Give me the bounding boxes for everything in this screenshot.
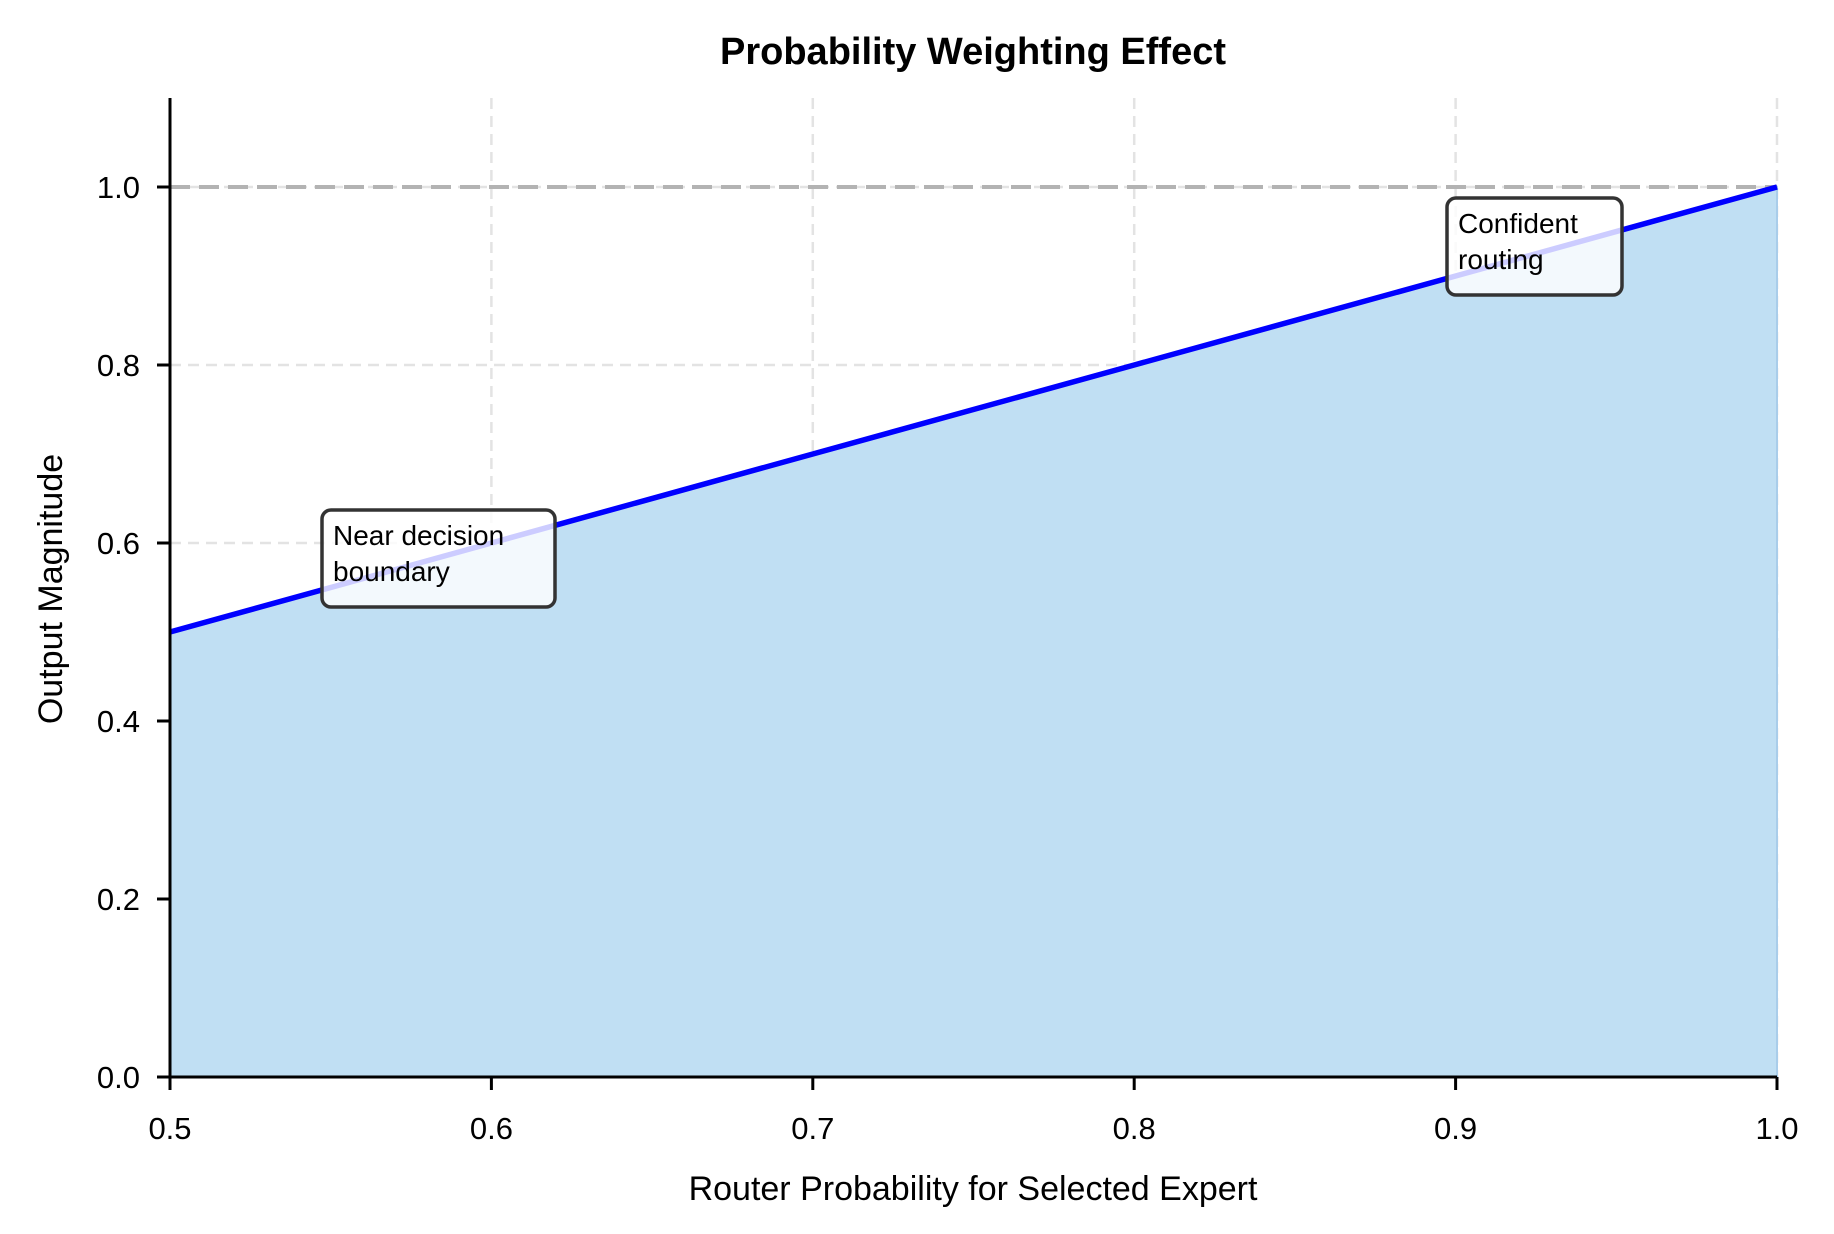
- y-tick-label: 0.0: [97, 1060, 140, 1095]
- y-tick-label: 0.6: [97, 526, 140, 561]
- x-tick-label: 0.9: [1434, 1111, 1477, 1146]
- annotations: Near decision boundary Confident routing: [320, 196, 1624, 609]
- area-fill-polygon: [169, 185, 1778, 1078]
- x-axis-label: Router Probability for Selected Expert: [689, 1170, 1258, 1208]
- area-fill: [169, 185, 1778, 1078]
- annotation-box: Confident routing: [1445, 196, 1624, 297]
- y-axis-label: Output Magnitude: [32, 454, 70, 724]
- annotation-box: Near decision boundary: [320, 508, 557, 609]
- x-tick-label: 0.6: [470, 1111, 513, 1146]
- annotation-text: routing: [1458, 244, 1544, 275]
- x-tick-label: 0.7: [791, 1111, 834, 1146]
- y-axis-ticks: 0.0 0.2 0.4 0.6 0.8 1.0: [97, 170, 170, 1095]
- chart-title: Probability Weighting Effect: [720, 31, 1226, 73]
- y-tick-label: 0.2: [97, 882, 140, 917]
- x-axis-ticks: 0.5 0.6 0.7 0.8 0.9 1.0: [148, 1077, 1799, 1146]
- x-tick-label: 1.0: [1755, 1111, 1798, 1146]
- annotation-text: Confident: [1458, 208, 1578, 239]
- annotation-text: Near decision: [333, 520, 504, 551]
- annotation-text: boundary: [333, 556, 450, 587]
- y-tick-label: 1.0: [97, 170, 140, 205]
- axes: [168, 98, 1777, 1079]
- y-tick-label: 0.4: [97, 704, 140, 739]
- x-tick-label: 0.5: [148, 1111, 191, 1146]
- x-tick-label: 0.8: [1113, 1111, 1156, 1146]
- y-tick-label: 0.8: [97, 348, 140, 383]
